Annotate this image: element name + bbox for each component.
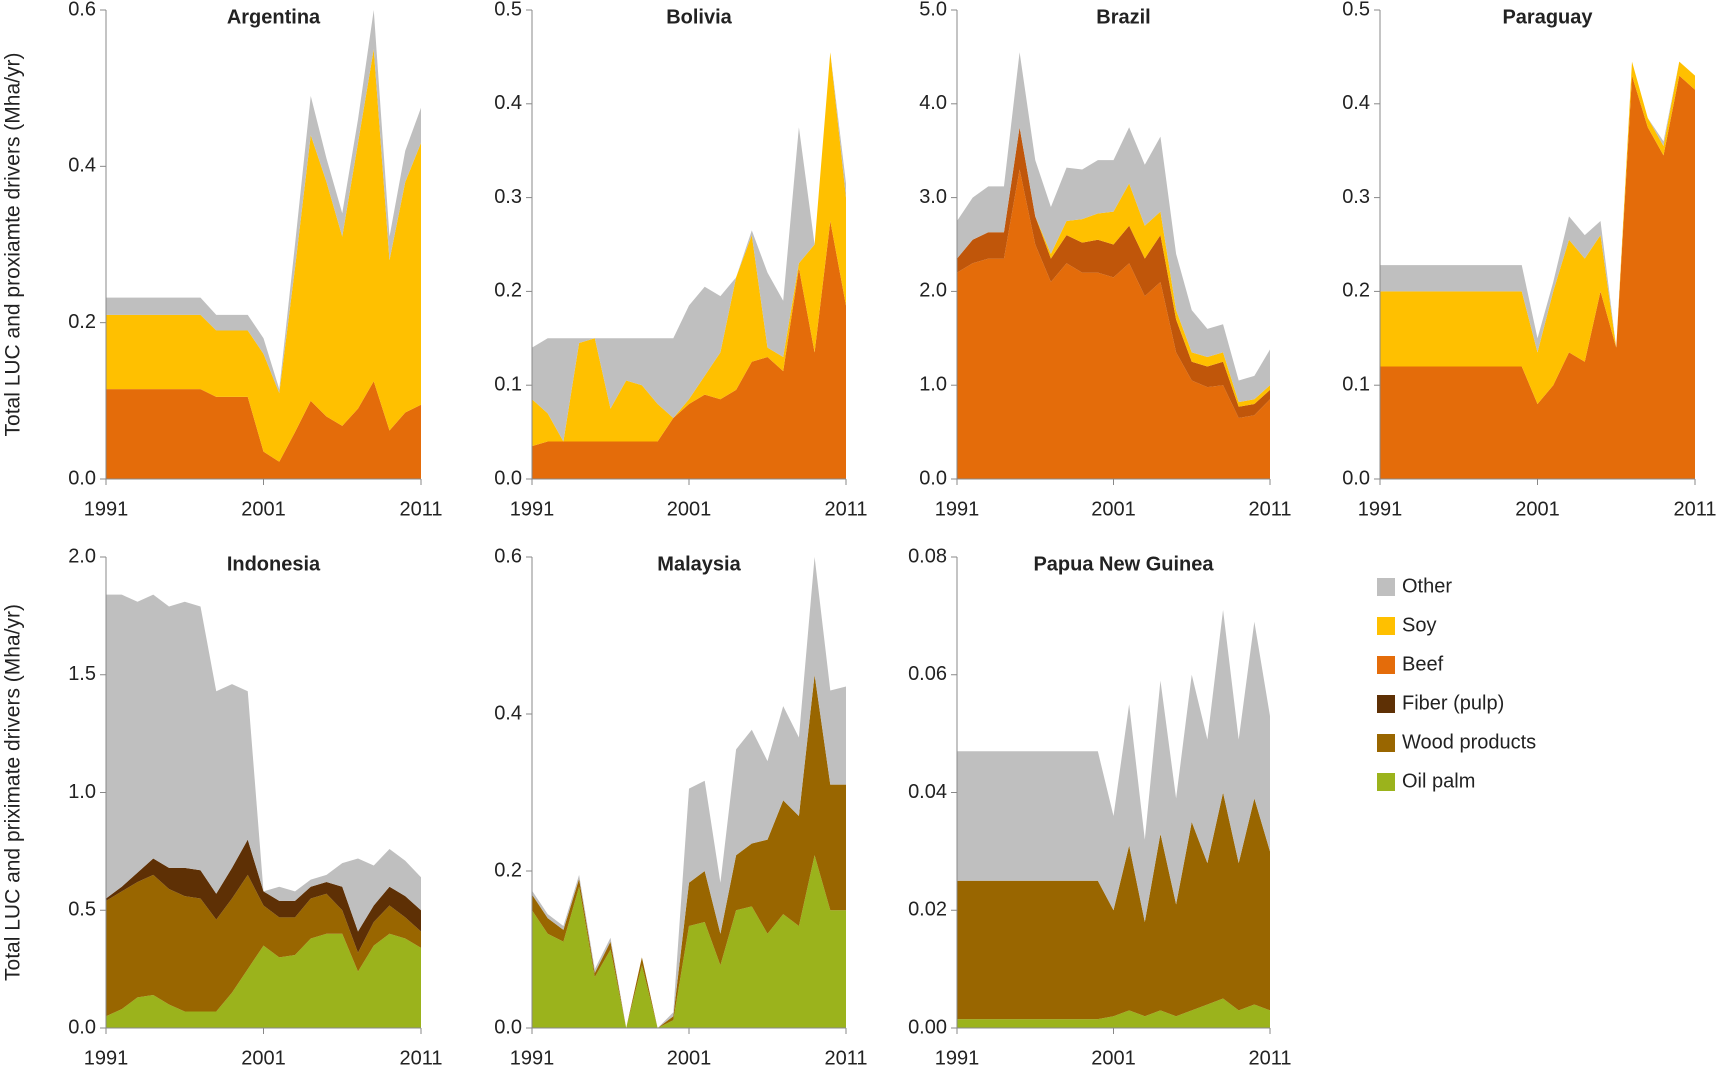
- area: [957, 609, 1270, 923]
- area: [532, 674, 846, 1028]
- legend-label: Fiber (pulp): [1402, 692, 1504, 714]
- y-tick-label: 0.4: [68, 155, 96, 177]
- y-tick-label: 0.1: [494, 373, 522, 395]
- y-tick-label: 0.4: [494, 702, 522, 724]
- area: [957, 792, 1270, 1020]
- y-tick-label: 1.0: [919, 373, 947, 395]
- area: [1380, 61, 1695, 353]
- x-tick-label: 1991: [510, 498, 555, 520]
- y-tick-label: 0.3: [494, 186, 522, 208]
- area: [957, 52, 1270, 403]
- x-tick-label: 2011: [399, 498, 442, 520]
- x-tick-label: 2001: [241, 498, 286, 520]
- area: [532, 52, 846, 442]
- area: [1380, 61, 1695, 404]
- legend-label: Beef: [1402, 653, 1444, 675]
- y-tick-label: 0.2: [68, 311, 96, 333]
- y-tick-label: 5.0: [919, 0, 947, 20]
- y-tick-label: 0.3: [1342, 186, 1370, 208]
- legend-swatch: [1377, 656, 1395, 674]
- y-tick-label: 0.1: [1342, 373, 1370, 395]
- y-tick-label: 0.6: [68, 0, 96, 20]
- x-tick-label: 1991: [935, 498, 980, 520]
- x-tick-label: 1991: [935, 1047, 980, 1069]
- y-tick-label: 0.00: [908, 1016, 947, 1038]
- x-tick-label: 1991: [1358, 498, 1403, 520]
- y-tick-label: 0.0: [494, 467, 522, 489]
- area: [106, 874, 421, 1017]
- area: [106, 594, 421, 932]
- legend-label: Other: [1402, 575, 1452, 597]
- x-tick-label: 1991: [84, 1047, 129, 1069]
- x-tick-label: 2011: [824, 498, 867, 520]
- x-tick-label: 2011: [1248, 498, 1291, 520]
- panel-title: Bolivia: [666, 6, 732, 28]
- panel-title: Paraguay: [1502, 6, 1593, 28]
- legend-swatch: [1377, 773, 1395, 791]
- area: [532, 557, 846, 1028]
- y-tick-label: 0.5: [68, 899, 96, 921]
- y-tick-label: 0.02: [908, 899, 947, 921]
- y-axis-label: Total LUC and priximate drivers (Mha/yr): [2, 604, 25, 981]
- area: [532, 855, 846, 1028]
- y-tick-label: 0.0: [919, 467, 947, 489]
- x-tick-label: 1991: [510, 1047, 555, 1069]
- panel-title: Papua New Guinea: [1033, 553, 1214, 575]
- y-tick-label: 1.0: [68, 781, 96, 803]
- panel-title: Indonesia: [227, 553, 321, 575]
- area: [106, 933, 421, 1028]
- y-tick-label: 2.0: [919, 280, 947, 302]
- legend-label: Soy: [1402, 614, 1436, 636]
- y-tick-label: 0.6: [494, 545, 522, 567]
- y-tick-label: 0.2: [1342, 280, 1370, 302]
- y-tick-label: 0.08: [908, 545, 947, 567]
- y-tick-label: 0.2: [494, 280, 522, 302]
- x-tick-label: 2001: [1515, 498, 1560, 520]
- y-axis-label: Total LUC and proxiamte drivers (Mha/yr): [2, 53, 25, 437]
- x-tick-label: 2011: [1673, 498, 1716, 520]
- panel-title: Argentina: [227, 6, 321, 28]
- y-tick-label: 1.5: [68, 663, 96, 685]
- x-tick-label: 2011: [824, 1047, 867, 1069]
- y-tick-label: 0.5: [1342, 0, 1370, 20]
- area: [957, 127, 1270, 419]
- y-tick-label: 0.2: [494, 859, 522, 881]
- y-tick-label: 4.0: [919, 92, 947, 114]
- x-tick-label: 1991: [84, 498, 129, 520]
- area: [532, 52, 846, 447]
- x-tick-label: 2001: [241, 1047, 286, 1069]
- y-tick-label: 0.0: [68, 1016, 96, 1038]
- legend-swatch: [1377, 617, 1395, 635]
- y-tick-label: 2.0: [68, 545, 96, 567]
- x-tick-label: 2001: [667, 1047, 712, 1069]
- y-tick-label: 0.0: [494, 1016, 522, 1038]
- x-tick-label: 2011: [1248, 1047, 1291, 1069]
- legend-swatch: [1377, 578, 1395, 596]
- area: [957, 998, 1270, 1028]
- legend-label: Oil palm: [1402, 770, 1475, 792]
- x-tick-label: 2001: [667, 498, 712, 520]
- legend-swatch: [1377, 695, 1395, 713]
- legend-swatch: [1377, 734, 1395, 752]
- y-tick-label: 0.0: [1342, 467, 1370, 489]
- y-tick-label: 3.0: [919, 186, 947, 208]
- area: [532, 221, 846, 480]
- area: [106, 381, 421, 479]
- y-tick-label: 0.5: [494, 0, 522, 20]
- x-tick-label: 2001: [1091, 1047, 1136, 1069]
- x-tick-label: 2011: [399, 1047, 442, 1069]
- y-tick-label: 0.04: [908, 781, 947, 803]
- y-tick-label: 0.0: [68, 467, 96, 489]
- panel-title: Malaysia: [657, 553, 741, 575]
- y-tick-label: 0.4: [494, 92, 522, 114]
- panel-title: Brazil: [1096, 6, 1150, 28]
- x-tick-label: 2001: [1091, 498, 1136, 520]
- area: [1380, 75, 1695, 479]
- legend-label: Wood products: [1402, 731, 1536, 753]
- area: [106, 49, 421, 462]
- area: [957, 169, 1270, 479]
- y-tick-label: 0.06: [908, 663, 947, 685]
- y-tick-label: 0.4: [1342, 92, 1370, 114]
